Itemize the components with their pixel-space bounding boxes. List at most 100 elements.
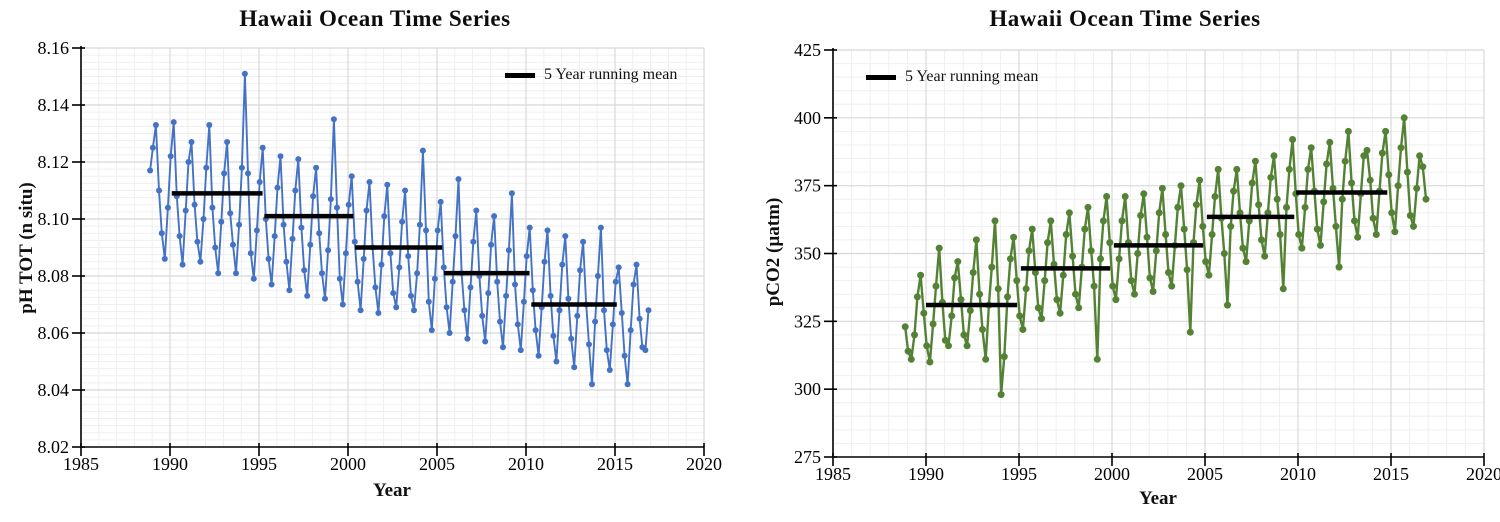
data-point-marker [948, 312, 956, 320]
data-point-marker [416, 221, 423, 228]
data-point-marker [1211, 193, 1219, 200]
data-point-marker [1053, 296, 1061, 304]
data-point-marker [1285, 165, 1293, 173]
data-point-marker [1239, 244, 1247, 252]
data-point-marker [917, 271, 925, 279]
data-point-marker [1186, 328, 1194, 336]
x-tick-label: 2015 [1373, 464, 1409, 484]
data-point-marker [360, 255, 367, 262]
data-point-marker [156, 187, 162, 194]
data-point-marker [1363, 146, 1371, 154]
data-point-marker [1320, 198, 1328, 206]
data-point-marker [497, 318, 503, 325]
data-point-marker [1062, 231, 1070, 238]
data-point-marker [520, 298, 527, 305]
x-tick-label: 2005 [1187, 464, 1223, 484]
data-point-marker [1248, 179, 1256, 187]
data-point-marker [247, 250, 254, 257]
data-point-marker [485, 290, 492, 297]
data-point-marker [1366, 176, 1374, 184]
data-point-marker [1267, 174, 1275, 181]
data-point-marker [440, 264, 447, 271]
data-point-marker [1134, 250, 1142, 257]
data-point-marker [473, 207, 480, 214]
y-tick-label: 325 [794, 311, 821, 331]
data-point-marker [1313, 225, 1321, 233]
x-tick-label: 2000 [1094, 464, 1130, 484]
data-point-marker [963, 342, 971, 350]
x-axis-label: Year [373, 480, 411, 501]
data-point-marker [1010, 233, 1018, 241]
data-point-marker [295, 156, 302, 163]
data-point-marker [966, 307, 974, 314]
data-point-marker [1289, 136, 1297, 143]
data-point-marker [1099, 217, 1107, 225]
data-point-marker [390, 290, 397, 297]
data-point-marker [227, 210, 234, 217]
data-point-marker [233, 270, 239, 277]
data-point-marker [926, 358, 934, 366]
chart-title: Hawaii Ocean Time Series [239, 6, 511, 31]
data-point-marker [351, 238, 358, 245]
data-point-marker [425, 298, 432, 305]
data-point-marker [167, 153, 174, 160]
chart-panel-ph: 1985 1990 1995 2000 2005 2010 2015 2020 8.02 8.04… [16, 6, 722, 501]
data-point-marker [1131, 290, 1138, 298]
data-point-marker [630, 281, 637, 288]
data-point-marker [209, 204, 216, 211]
data-point-marker [636, 315, 643, 322]
data-point-marker [1326, 138, 1334, 146]
data-point-marker [280, 221, 287, 228]
data-point-marker [1115, 255, 1123, 263]
data-point-marker [994, 285, 1002, 293]
data-point-marker [253, 227, 260, 234]
data-point-marker [589, 381, 595, 388]
data-point-marker [1335, 263, 1343, 271]
data-point-marker [559, 261, 566, 268]
data-point-marker [911, 331, 918, 339]
data-point-marker [571, 364, 578, 371]
data-point-marker [191, 201, 198, 208]
data-point-marker [1016, 312, 1024, 320]
y-tick-label: 275 [794, 447, 821, 467]
data-point-marker [206, 122, 213, 128]
data-point-marker [482, 338, 489, 345]
x-tick-label: 1990 [152, 454, 188, 474]
data-point-marker [1155, 209, 1163, 217]
plot-area-pco2: 1985 1990 1995 2000 2005 2010 2015 2020 275 300 32… [794, 40, 1500, 484]
data-point-marker [363, 207, 370, 214]
data-point-marker [1158, 184, 1166, 192]
data-point-marker [197, 258, 204, 265]
data-point-marker [633, 261, 640, 268]
data-point-marker [1041, 277, 1049, 285]
data-point-marker [1245, 217, 1253, 225]
data-point-marker [1397, 144, 1405, 152]
y-tick-label: 8.12 [38, 152, 70, 172]
data-point-marker [1220, 250, 1228, 257]
data-point-marker [1242, 258, 1250, 266]
data-point-marker [1378, 149, 1386, 157]
data-point-marker [1165, 269, 1172, 276]
data-point-marker [289, 235, 296, 242]
data-point-marker [188, 139, 195, 145]
data-point-marker [467, 284, 474, 291]
data-point-marker [378, 261, 385, 268]
data-point-marker [1152, 247, 1160, 255]
data-point-marker [1028, 225, 1036, 233]
data-point-marker [929, 320, 937, 328]
data-point-marker [393, 304, 400, 311]
data-point-marker [152, 122, 159, 128]
data-point-marker [304, 292, 311, 299]
data-point-marker [1273, 195, 1281, 203]
data-point-marker [957, 296, 965, 304]
data-point-marker [1255, 201, 1263, 209]
data-point-marker [945, 342, 952, 350]
data-point-marker [1372, 231, 1380, 238]
data-point-marker [1180, 225, 1188, 233]
data-point-marker [274, 184, 281, 191]
data-point-marker [991, 217, 999, 225]
data-point-marker [568, 335, 575, 342]
data-point-marker [1270, 152, 1278, 160]
data-point-marker [1143, 233, 1151, 241]
